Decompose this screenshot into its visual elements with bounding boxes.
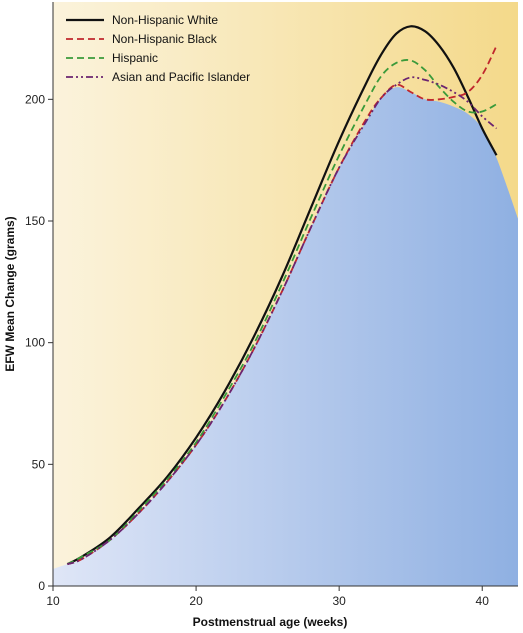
y-tick-label: 50 xyxy=(32,457,46,471)
lower-region xyxy=(53,87,518,586)
x-axis-label: Postmenstrual age (weeks) xyxy=(193,615,348,629)
y-axis-label: EFW Mean Change (grams) xyxy=(3,216,17,371)
y-tick-label: 100 xyxy=(25,336,45,350)
y-tick-label: 200 xyxy=(25,92,45,106)
legend-label-1: Non-Hispanic White xyxy=(112,13,218,27)
legend-label-2: Non-Hispanic Black xyxy=(112,32,218,46)
series-line-4 xyxy=(67,76,498,565)
x-tick-label: 10 xyxy=(46,594,60,608)
y-tick-label: 150 xyxy=(25,214,45,228)
x-tick-label: 40 xyxy=(476,594,490,608)
series-layer xyxy=(66,25,498,566)
legend-label-4: Asian and Pacific Islander xyxy=(112,70,250,84)
legend: Non-Hispanic White Non-Hispanic Black Hisp… xyxy=(66,13,250,84)
x-tick-label: 20 xyxy=(189,594,203,608)
x-tick-label: 30 xyxy=(332,594,346,608)
y-tick-label: 0 xyxy=(38,579,45,593)
legend-label-3: Hispanic xyxy=(112,51,158,65)
series-line-1 xyxy=(66,25,498,566)
series-line-3 xyxy=(66,59,497,565)
axes: 10 20 30 40 0 50 100 150 200 xyxy=(25,2,518,608)
